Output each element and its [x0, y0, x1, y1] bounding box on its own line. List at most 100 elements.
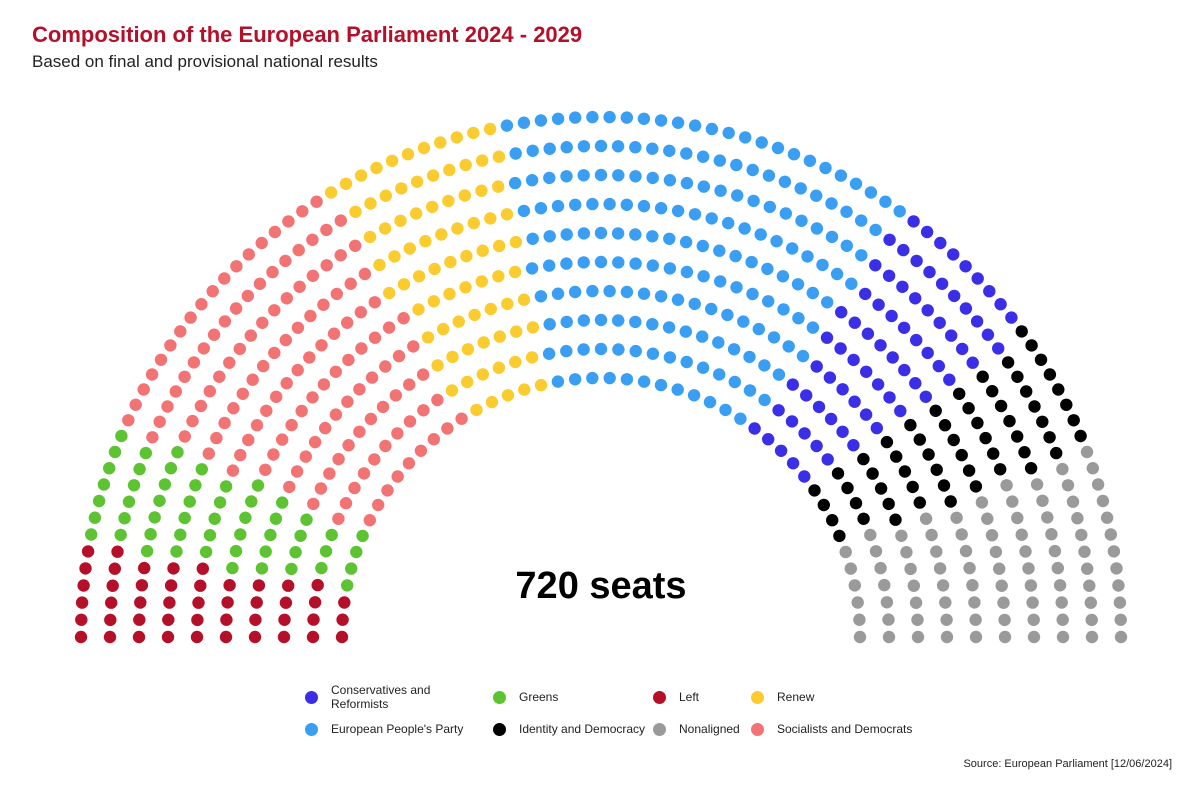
seat-epp — [795, 214, 808, 227]
legend-item-epp: European People's Party — [300, 722, 488, 736]
seat-epp — [543, 230, 556, 243]
seat-sd — [427, 433, 440, 446]
seat-sd — [308, 435, 322, 449]
legend-swatch — [751, 690, 764, 704]
seat-ecr — [848, 316, 861, 329]
source-note: Source: European Parliament [12/06/2024] — [963, 758, 1172, 770]
seat-renew — [518, 383, 531, 396]
seat-left — [336, 613, 349, 626]
seat-epp — [782, 340, 795, 353]
seat-renew — [458, 189, 471, 202]
seat-greens — [148, 511, 161, 524]
seat-ni — [1026, 596, 1039, 609]
seat-left — [311, 578, 324, 592]
seat-left — [282, 579, 295, 592]
seat-renew — [475, 184, 488, 197]
seat-epp — [845, 277, 858, 290]
seat-sd — [306, 391, 319, 404]
seat-renew — [419, 235, 432, 248]
seat-sd — [236, 387, 249, 400]
seat-sd — [280, 377, 293, 390]
seat-sd — [146, 431, 159, 444]
seat-sd — [397, 312, 410, 325]
seat-epp — [671, 116, 685, 129]
seat-renew — [475, 275, 488, 288]
seat-greens — [234, 528, 247, 541]
seat-ni — [966, 579, 979, 592]
seat-epp — [834, 169, 848, 182]
seat-greens — [199, 545, 213, 559]
seat-ni — [1096, 494, 1110, 508]
seat-ni — [911, 630, 925, 644]
seat-epp — [620, 111, 633, 124]
seat-ni — [925, 528, 938, 542]
seat-id — [866, 467, 879, 480]
seat-ni — [907, 579, 920, 592]
seat-ni — [1083, 579, 1096, 592]
seat-greens — [245, 495, 258, 508]
legend-item-renew: Renew — [746, 690, 926, 704]
seat-sd — [197, 342, 210, 355]
seat-epp — [611, 140, 625, 153]
seat-id — [944, 495, 957, 508]
seat-ecr — [810, 439, 823, 453]
seat-greens — [203, 529, 217, 542]
seat-renew — [485, 395, 499, 409]
seat-ni — [1041, 511, 1054, 524]
seat-renew — [508, 265, 522, 279]
seat-epp — [560, 170, 573, 183]
seat-id — [986, 385, 999, 398]
seat-epp — [855, 214, 868, 227]
seat-epp — [603, 284, 616, 298]
seat-greens — [294, 529, 307, 542]
seat-greens — [97, 478, 111, 491]
seat-renew — [339, 177, 353, 190]
seat-epp — [569, 198, 582, 211]
seat-epp — [526, 232, 539, 245]
legend-label: Identity and Democracy — [519, 722, 646, 736]
legend-label: Renew — [777, 690, 815, 704]
seat-sd — [317, 298, 330, 311]
seat-ni — [1011, 511, 1024, 525]
seat-sd — [364, 412, 378, 426]
seat-id — [969, 480, 983, 493]
seat-sd — [319, 421, 332, 435]
seat-ni — [959, 544, 973, 558]
seat-ecr — [885, 309, 898, 323]
seat-ni — [998, 613, 1011, 627]
seat-sd — [379, 360, 392, 373]
seat-ecr — [786, 378, 799, 391]
seat-left — [279, 596, 293, 609]
seat-renew — [459, 281, 472, 294]
seat-sd — [334, 249, 347, 262]
seat-ni — [1091, 478, 1105, 491]
seat-sd — [234, 448, 247, 462]
seat-sd — [416, 368, 430, 381]
seat-renew — [509, 235, 523, 249]
seat-id — [1011, 370, 1024, 383]
seat-epp — [714, 184, 727, 197]
seat-epp — [637, 199, 651, 213]
seat-id — [979, 431, 992, 445]
seat-sd — [283, 480, 296, 494]
seat-ni — [1086, 462, 1100, 475]
seat-ecr — [823, 371, 837, 384]
seat-renew — [373, 258, 386, 272]
seat-renew — [501, 389, 515, 402]
seat-id — [947, 433, 960, 447]
seat-epp — [755, 136, 768, 149]
seat-epp — [840, 239, 853, 252]
seat-epp — [796, 349, 810, 363]
seat-epp — [577, 169, 590, 182]
seat-renew — [476, 154, 489, 167]
seat-epp — [696, 239, 709, 253]
seat-sd — [218, 315, 232, 328]
seat-sd — [267, 448, 280, 461]
seat-renew — [426, 200, 439, 214]
seat-epp — [629, 141, 642, 154]
seat-epp — [801, 250, 814, 263]
seat-id — [882, 497, 895, 511]
seat-epp — [743, 350, 756, 364]
seat-epp — [803, 154, 817, 167]
seat-greens — [289, 546, 302, 559]
